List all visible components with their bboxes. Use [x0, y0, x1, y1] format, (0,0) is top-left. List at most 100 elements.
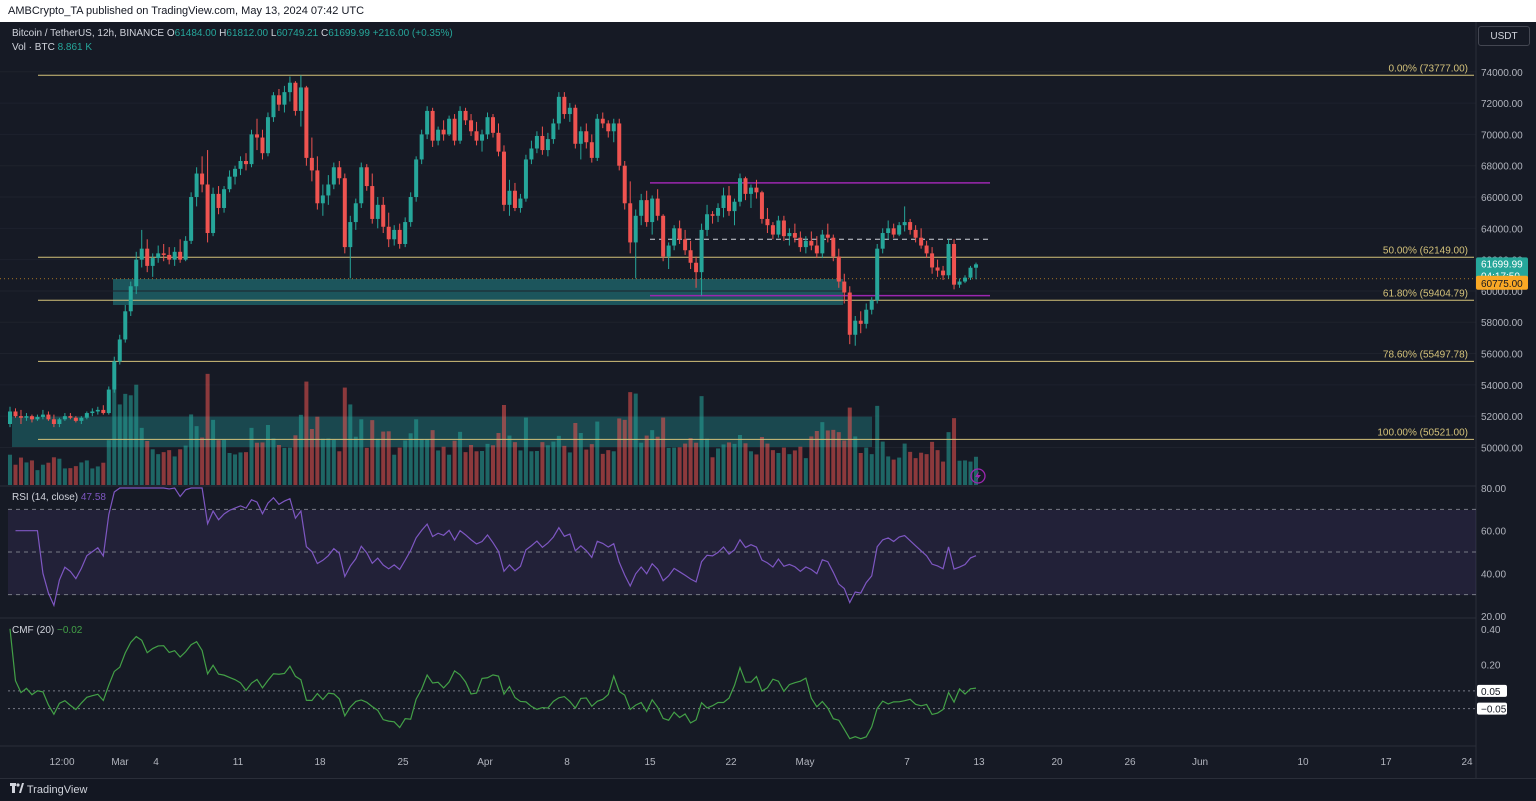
candle-body [260, 137, 265, 154]
volume-bar [803, 458, 808, 485]
volume-bar [716, 448, 721, 485]
candle-body [79, 417, 84, 421]
cmf-value: −0.02 [57, 625, 83, 636]
volume-bar [919, 452, 924, 485]
candle-body [419, 134, 424, 160]
candle-body [836, 256, 841, 282]
candle [430, 107, 435, 147]
volume-bar [101, 462, 106, 485]
open-value: 61484.00 [174, 28, 217, 39]
price-tick-label: 66000.00 [1481, 193, 1523, 204]
candle-body [501, 151, 506, 205]
candle-body [480, 134, 485, 141]
candle-body [106, 389, 111, 414]
candle-body [891, 228, 896, 235]
volume-bar [573, 423, 578, 485]
volume-bar [276, 445, 281, 485]
candle-body [908, 222, 913, 230]
candle [732, 198, 737, 226]
candle-body [732, 201, 737, 212]
candle [661, 214, 666, 262]
volume-bar [666, 447, 671, 485]
volume-bar [501, 405, 506, 485]
candle-body [710, 214, 715, 216]
candle-body [935, 267, 940, 271]
volume-bar [139, 427, 144, 485]
volume-bar [414, 419, 419, 485]
candle-body [644, 200, 649, 223]
candle [117, 334, 122, 365]
candle [946, 239, 951, 279]
volume-bar [178, 449, 183, 485]
candle [935, 259, 940, 277]
volume-bar [518, 450, 523, 485]
time-axis[interactable]: 12:00 Mar 4 11 18 25 Apr 8 15 22 May 7 13 20 26 Jun 10 17… [49, 757, 1473, 768]
volume-bar [869, 454, 874, 485]
candle [414, 156, 419, 202]
candle [556, 92, 561, 130]
volume-bar [606, 450, 611, 485]
volume-bar [831, 429, 836, 485]
volume-bar [216, 440, 221, 485]
candle-body [469, 120, 474, 132]
candle [68, 413, 73, 420]
volume-bar [776, 453, 781, 485]
currency-badge[interactable]: USDT [1478, 26, 1530, 46]
candle-body [458, 110, 463, 141]
candle [924, 240, 929, 259]
volume-bar [200, 437, 205, 485]
candle [408, 192, 413, 227]
candle [529, 140, 534, 165]
candle-body [447, 118, 452, 135]
volume-bar [820, 422, 825, 485]
candle [836, 248, 841, 288]
volume-bar [781, 447, 786, 485]
volume-bar [315, 416, 320, 485]
volume-bar [287, 447, 292, 485]
volume-bar [809, 436, 814, 485]
candle [902, 206, 907, 232]
candle [897, 222, 902, 237]
volume-bar [798, 446, 803, 485]
volume-bar [737, 435, 742, 485]
candle [452, 114, 457, 146]
candle [617, 118, 622, 171]
cmf-legend: CMF (20) −0.02 [12, 625, 82, 636]
candle-body [880, 233, 885, 249]
volume-value: 8.861 K [57, 42, 93, 53]
volume-bar [754, 454, 759, 485]
candle-body [705, 214, 710, 230]
candle-body [886, 228, 891, 234]
footer-brand: TradingView [26, 784, 88, 796]
volume-bar [189, 414, 194, 485]
volume-bar [941, 461, 946, 485]
candle-body [820, 234, 825, 254]
candle-body [436, 129, 441, 141]
lightning-icon[interactable] [970, 468, 986, 484]
candle-body [337, 167, 342, 179]
candle [265, 112, 270, 157]
volume-bar [699, 396, 704, 485]
candle-body [205, 184, 210, 234]
volume-bar [589, 444, 594, 485]
candle [820, 229, 825, 259]
volume-bar [134, 384, 139, 485]
candle-body [172, 251, 177, 260]
candle-body [112, 361, 117, 390]
candle-body [512, 190, 517, 208]
candle-body [748, 187, 753, 194]
volume-bar [759, 437, 764, 485]
change-value: +216.00 (+0.35%) [372, 28, 453, 39]
candle [507, 179, 512, 216]
rsi-title: RSI (14, close) [12, 492, 79, 503]
price-tick-label: 54000.00 [1481, 381, 1523, 392]
time-tick-label: 25 [397, 757, 409, 768]
candle [436, 126, 441, 146]
volume-bar [584, 449, 589, 485]
candle [606, 120, 611, 138]
volume-bar [62, 468, 67, 485]
candle [705, 204, 710, 237]
candle [814, 236, 819, 259]
candle-body [875, 248, 880, 301]
candle-body [68, 416, 73, 418]
